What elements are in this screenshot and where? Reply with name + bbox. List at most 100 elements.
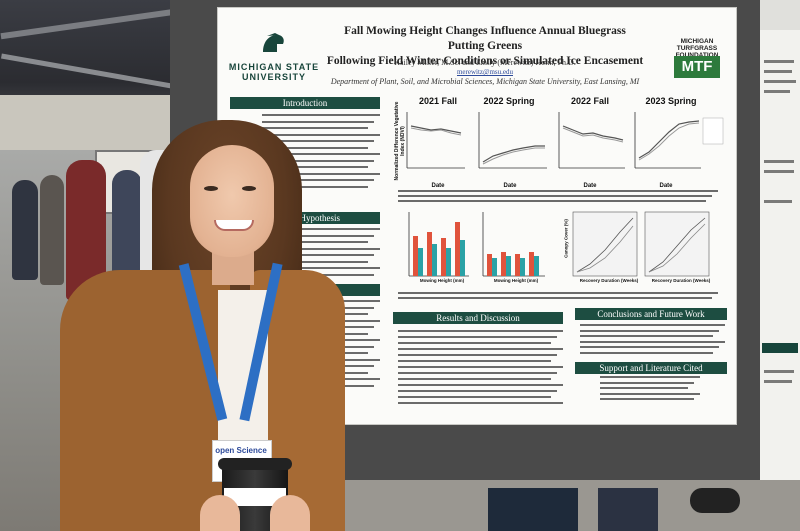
poster-text-line [600,392,700,395]
presenter-eye [242,186,256,191]
presenter-smile [214,220,254,231]
adjacent-poster-text [764,60,794,63]
poster-text-line [330,300,380,302]
adjacent-poster-text [764,90,790,93]
poster-text-line [398,195,712,197]
adjacent-poster-text [764,160,794,163]
chart-b-xlabel: Date [503,183,517,189]
adjacent-poster-text [764,370,794,373]
poster-text-line [300,267,380,269]
adjacent-poster-text [764,80,796,83]
poster-text-line [398,200,706,202]
poster-text-line [300,228,380,230]
poster-text-line [262,133,380,136]
recovery-chart-b [644,211,710,277]
chart-panel-a [406,112,465,169]
poster-text-line [262,146,368,149]
poster-text-line [398,396,551,398]
chart-title-a: 2021 Fall [418,96,458,106]
adjacent-poster-section-bar [762,343,798,353]
presenter-hand [270,495,310,531]
poster-text-line [600,398,694,400]
chart-c-xlabel: Date [583,183,597,189]
poster-authors: Kailey Miller, M.Sc. and Emily (Merewitz… [394,58,576,67]
adjacent-poster-text [764,70,792,73]
attendee-shoe [690,488,740,513]
poster-text-line [330,358,380,361]
poster-text-line [330,365,374,367]
poster-text-line [580,346,719,348]
poster-text-line [330,352,368,354]
poster-text-line [330,345,374,348]
chart-title-c: 2022 Fall [570,96,610,106]
poster-text-line [330,339,380,341]
presenter-eye [204,186,218,191]
poster-text-line [398,190,718,192]
mtf-logo-text: MICHIGAN TURFGRASS FOUNDATION [676,38,719,59]
poster-text-line [580,340,725,343]
poster-text-line [300,260,368,263]
poster-text-line [580,324,725,326]
poster-text-line [398,292,718,294]
presenter-hand [200,495,240,531]
bar-b-xlabel: Mowing Height (mm) [493,278,539,283]
poster-text-line [398,390,557,392]
poster-text-line [300,234,374,237]
poster-text-line [330,306,374,309]
recovery-b-xlabel: Recovery Duration (Weeks) [651,278,711,283]
bar-chart-a [408,212,469,277]
poster-text-line [330,371,368,374]
section-conclusions: Conclusions and Future Work [575,308,727,320]
recovery-chart-a [572,211,638,277]
bar-a-xlabel: Mowing Height (mm) [419,278,465,283]
presenter-jacket [60,270,230,531]
poster-text-line [300,273,374,276]
msu-wordmark: MICHIGAN STATE UNIVERSITY [228,62,320,82]
poster-text-line [262,114,380,116]
poster-text-line [262,172,380,175]
poster-text-line [398,366,563,368]
poster-text-line [262,140,374,142]
attendee-legs [488,488,578,531]
lower-charts [408,211,710,277]
chart-a-ylabel: Normalized Difference Vegetative Index (… [394,101,406,181]
attendee [12,180,38,280]
badge-text: open Science [215,446,267,455]
poster-title-line: Fall Mowing Height Changes Influence Ann… [344,25,626,52]
poster-text-line [300,247,380,250]
poster-text-line [262,179,374,181]
section-results: Results and Discussion [393,312,563,324]
chart-title-d: 2023 Spring [645,96,697,106]
adjacent-poster-text [764,200,792,203]
poster-text-line [398,384,563,386]
poster-text-line [600,381,694,384]
poster-text-line [600,387,688,389]
section-support: Support and Literature Cited [575,362,727,374]
attendee [40,175,64,285]
coffee-cup-lid [218,458,292,470]
chart-panel-c [558,112,625,169]
poster-text-line [398,378,551,380]
poster-text-line [330,326,374,328]
chart-panel-d [634,112,724,169]
recovery-a-xlabel: Recovery Duration (Weeks) [579,278,639,283]
spartan-helmet-icon [263,33,284,52]
poster-text-line [398,372,557,374]
coffee-cup-sleeve [224,488,286,506]
ndvi-charts [406,112,724,169]
presenter-face [190,145,274,257]
poster-text-line [398,330,563,332]
poster-text-line [262,166,368,168]
section-introduction: Introduction [230,97,380,109]
poster-text-line [580,351,713,354]
poster-text-line [262,159,374,162]
poster-text-line [398,342,551,344]
chart-panel-b [478,112,547,169]
poster-title: Fall Mowing Height Changes Influence Ann… [325,24,645,69]
poster-text-line [580,335,713,337]
poster-text-line [262,120,374,123]
adjacent-poster-text [764,380,792,383]
poster-text-line [398,354,557,356]
poster-text-line [330,319,380,322]
poster-text-line [398,297,712,299]
